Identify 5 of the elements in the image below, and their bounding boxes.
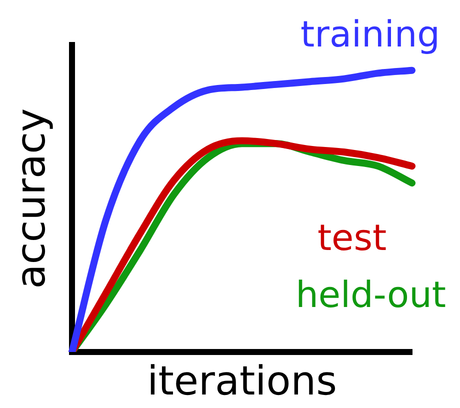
series-label: test xyxy=(317,218,387,260)
y-axis-title: accuracy xyxy=(8,108,54,289)
series-label: training xyxy=(300,14,440,56)
x-axis-title: iterations xyxy=(147,358,337,404)
text: held-out xyxy=(296,275,446,316)
